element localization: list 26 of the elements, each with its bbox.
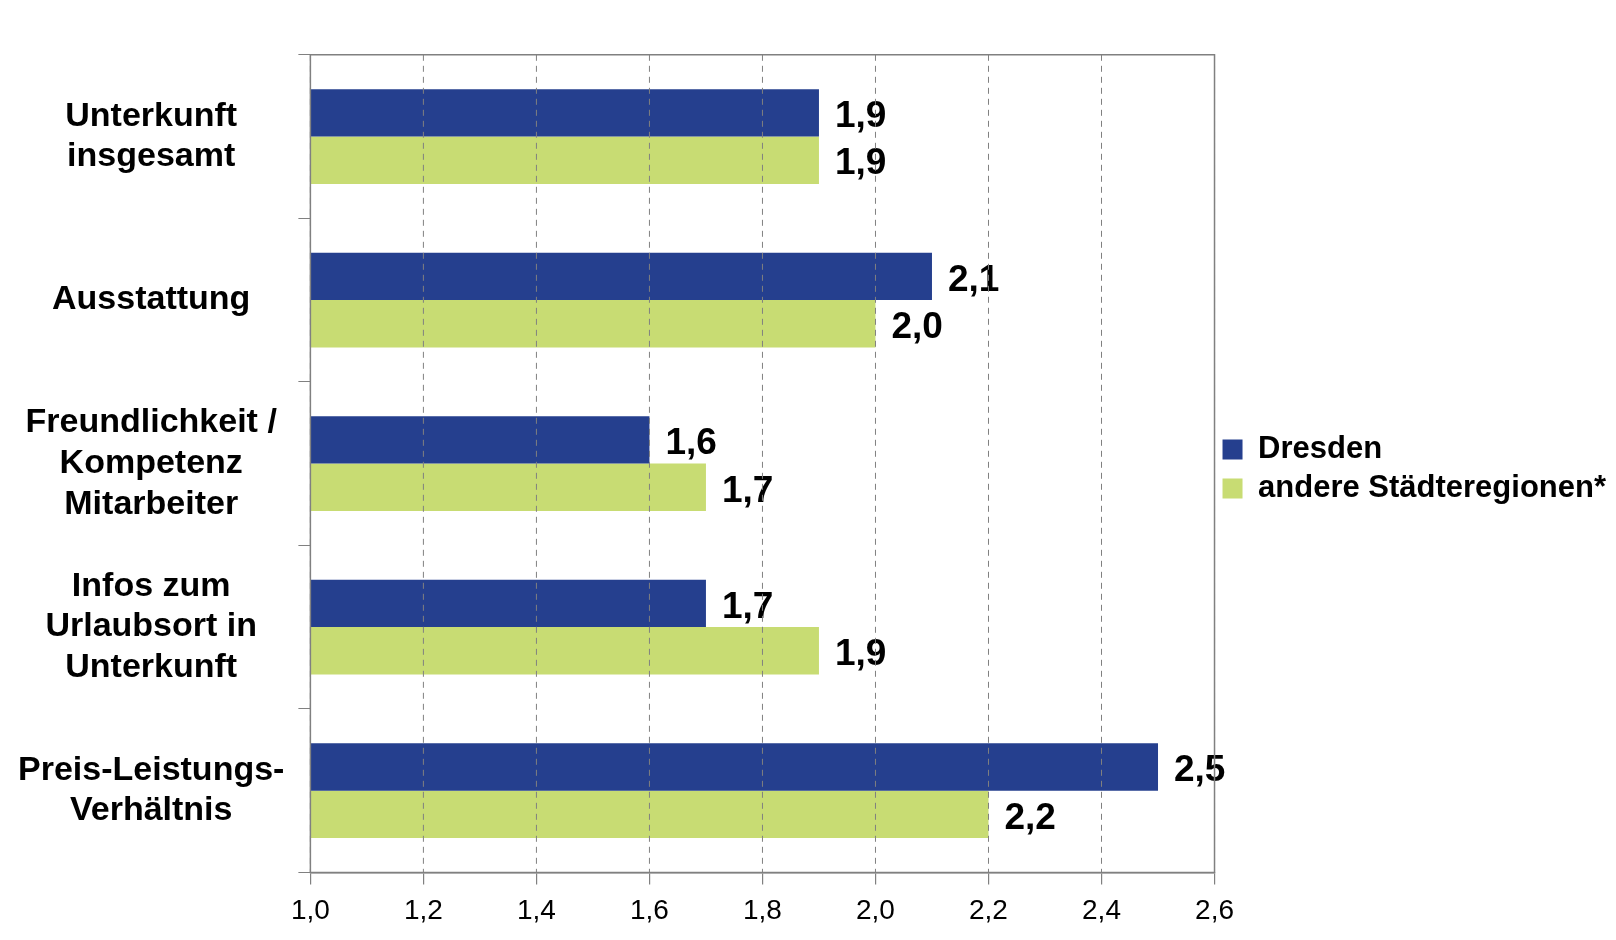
data-label: 1,9 [834, 632, 887, 674]
y-tick-label: Infos zum Urlaubsort in Unterkunft [45, 564, 257, 685]
x-tick-label: 1,8 [742, 893, 782, 925]
data-label: 2,1 [947, 257, 1000, 299]
legend-label: Dresden [1258, 430, 1383, 466]
data-label: 1,7 [721, 468, 774, 510]
x-tick-label: 2,2 [969, 893, 1008, 925]
data-label: 1,9 [834, 141, 887, 183]
data-label: 1,9 [834, 94, 887, 136]
x-tick-label: 2,4 [1082, 893, 1121, 925]
data-label: 2,0 [891, 304, 943, 346]
y-tick-label: Preis-Leistungs- Verhältnis [18, 748, 285, 828]
x-tick-label: 2,6 [1195, 893, 1234, 925]
data-label: 1,6 [665, 421, 717, 463]
y-tick-label: Unterkunft insgesamt [65, 94, 238, 174]
x-tick-label: 1,6 [629, 893, 669, 925]
y-tick-label: Ausstattung [52, 278, 251, 317]
x-tick-label: 1,2 [403, 893, 443, 925]
legend-label: andere Städteregionen* [1258, 469, 1607, 505]
x-tick-label: 1,4 [516, 893, 556, 925]
x-tick-label: 2,0 [856, 893, 895, 925]
data-label: 1,7 [721, 584, 774, 626]
x-tick-label: 1,0 [290, 893, 330, 925]
data-label: 2,5 [1174, 748, 1226, 790]
y-tick-label: Freundlichkeit / Kompetenz Mitarbeiter [25, 401, 278, 521]
data-label: 2,2 [1004, 795, 1056, 837]
